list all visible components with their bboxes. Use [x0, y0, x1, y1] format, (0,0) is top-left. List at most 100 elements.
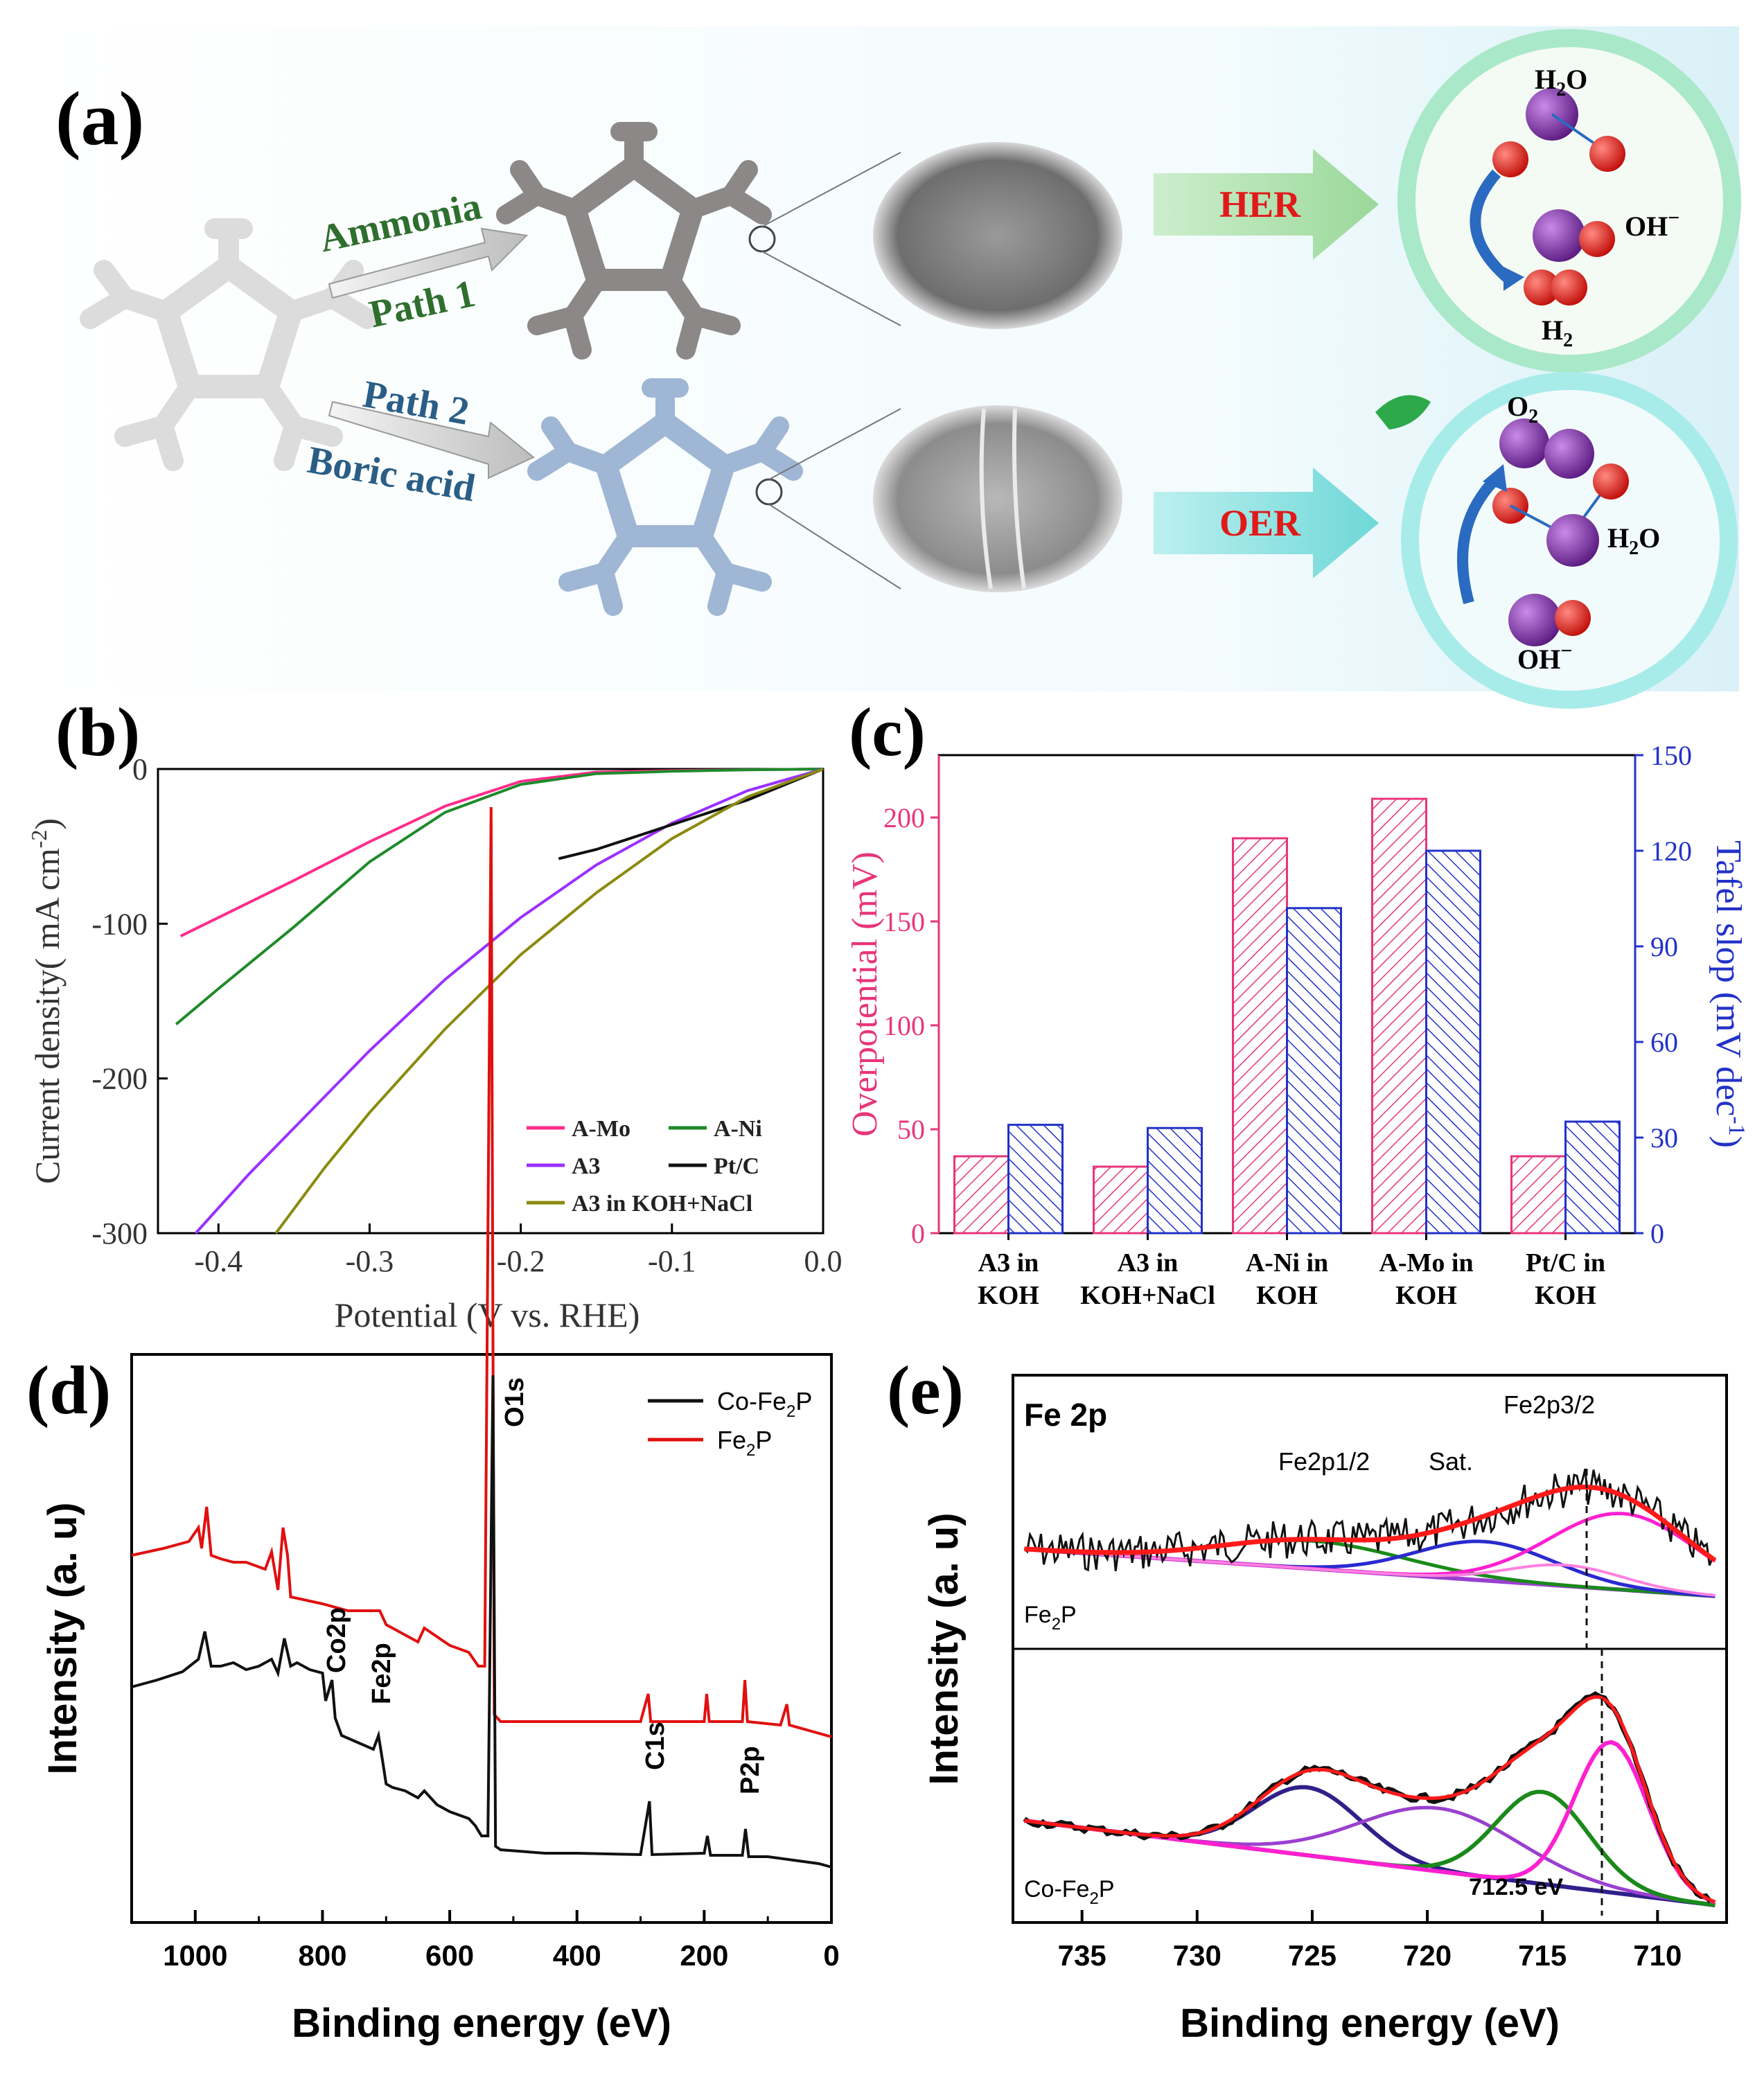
fe2p-survey-spectrum [131, 806, 832, 1738]
panel-b-plot-frame [157, 768, 824, 1235]
x-tick-label: 1000 [163, 1939, 227, 1972]
oer-molecules [1457, 418, 1629, 646]
legend-label: A-Mo [572, 1116, 630, 1142]
tafel-slope-bar [1425, 849, 1481, 1235]
panel-c-right-axis-label: Tafel slop (mV dec-1) [1709, 840, 1749, 1148]
x-tick-label: 735 [1058, 1939, 1106, 1972]
x-tick-label: 725 [1288, 1939, 1337, 1972]
panel-d-plot-frame [130, 1353, 833, 1924]
overpotential-bar [1371, 797, 1427, 1235]
panel-a: (a) Ammonia Path 1 Path 2 Boric acid [21, 26, 1741, 709]
raw-spectrum [1023, 1468, 1713, 1572]
initial-framework-icon [80, 218, 378, 471]
series-line-a3-in-koh-nacl [274, 768, 824, 1235]
panel-b-y-axis-label: Current density( mA cm-2) [26, 818, 67, 1184]
oer-arrow [1154, 468, 1379, 578]
fe2p1-2-annotation: Fe2p1/2 [1278, 1447, 1370, 1476]
left-tick-label: 200 [883, 802, 925, 833]
tafel-slope-bar [1564, 1120, 1621, 1235]
x-tick-label: 800 [298, 1939, 346, 1972]
panel-e-fe2p-spectrum [1023, 1468, 1717, 1598]
p2p-annotation: P2p [736, 1746, 765, 1794]
legend-label: A-Ni [714, 1116, 762, 1142]
overpotential-bar [1093, 1165, 1149, 1235]
right-tick-label: 150 [1650, 740, 1692, 771]
category-label: KOH [1395, 1281, 1457, 1310]
overpotential-bar [953, 1155, 1009, 1235]
panel-e: (e) 735 730 725 720 715 710 Fe 2p Fe2p3/2 Fe2… [887, 1352, 1728, 2046]
sem-image-boric [873, 405, 1122, 592]
path2-arrow [328, 400, 535, 479]
x-tick-label: -0.3 [346, 1244, 394, 1278]
shoulder-component [1024, 1548, 1716, 1597]
panel-b-ticks: -0.4 -0.3 -0.2 -0.1 0.0 0 -100 -200 -300 [91, 752, 842, 1278]
path1-arrow [328, 227, 529, 299]
category-label: A-Ni in [1246, 1248, 1328, 1278]
panel-d-legend: Co-Fe2P Fe2P [648, 1387, 812, 1460]
shoulder-component [1024, 1789, 1716, 1907]
legend-label: A3 [572, 1154, 601, 1179]
fit-envelope [1024, 1484, 1717, 1563]
x-tick-label: 0 [823, 1939, 839, 1972]
boric-framework-icon [527, 378, 803, 616]
series-line-pt-c [558, 768, 824, 860]
overpotential-bar [1510, 1155, 1567, 1235]
raw-spectrum [1023, 1691, 1713, 1904]
c1s-annotation: C1s [641, 1722, 670, 1770]
panel-e-ticks: 735 730 725 720 715 710 [1058, 1910, 1682, 1972]
left-tick-label: 150 [883, 906, 925, 937]
x-tick-label: -0.2 [497, 1244, 545, 1278]
panel-c: (c) A3 in KOH A3 in KOH+NaCl A-Ni in KOH A-Mo … [845, 693, 1749, 1310]
oer-o2-label: O2 [1507, 391, 1538, 427]
oer-h2o-label: H2O [1607, 522, 1660, 559]
x-tick-label: 0.0 [804, 1244, 843, 1278]
y-tick-label: -200 [91, 1062, 148, 1096]
legend-label: Pt/C [714, 1154, 759, 1179]
panel-b-label: (b) [55, 693, 140, 770]
leaf-icon [1375, 395, 1431, 430]
her-label: HER [1219, 184, 1301, 225]
panel-c-bars: A3 in KOH A3 in KOH+NaCl A-Ni in KOH A-Mo in KO… [953, 797, 1621, 1310]
sem-image-ammonia [873, 142, 1122, 329]
category-label: A-Mo in [1379, 1248, 1473, 1278]
panel-d-x-axis-label: Binding energy (eV) [292, 2001, 671, 2046]
left-tick-label: 0 [911, 1218, 925, 1249]
panel-c-ticks: 0 50 100 150 200 0 30 60 90 120 150 [883, 740, 1692, 1249]
fit-envelope [1024, 1695, 1716, 1904]
x-tick-label: 715 [1518, 1939, 1567, 1972]
x-tick-label: -0.4 [194, 1244, 242, 1278]
y-tick-label: -300 [91, 1217, 148, 1250]
fe2p1-2-component [1024, 1538, 1716, 1598]
panel-b: (b) -0.4 -0.3 -0.2 -0.1 0.00-100-200-300 Pot… [26, 693, 843, 1334]
panel-b-series [175, 768, 824, 1235]
overpotential-bar [1232, 837, 1288, 1235]
right-tick-label: 90 [1650, 931, 1678, 962]
lower-sample-label: Co-Fe2P [1024, 1876, 1115, 1908]
x-tick-label: 400 [553, 1939, 601, 1972]
her-h2o-label: H2O [1535, 64, 1587, 100]
legend-label: A3 in KOH+NaCl [572, 1191, 752, 1217]
oer-oh-label: OH− [1517, 639, 1572, 675]
her-molecules [1470, 88, 1625, 306]
panel-e-co-fe2p-spectrum [1023, 1691, 1716, 1907]
ammonia-framework-icon [496, 122, 772, 360]
series-line-a-ni [175, 768, 824, 1026]
category-label: KOH [978, 1281, 1039, 1310]
panel-d-ticks: 1000 800 600 400 200 0 [130, 1910, 840, 1972]
her-oh-label: OH− [1625, 206, 1679, 242]
series-line-a-mo [179, 768, 824, 937]
panel-d-label: (d) [26, 1352, 111, 1429]
her-h2-label: H2 [1542, 315, 1573, 351]
x-tick-label: 730 [1173, 1939, 1221, 1972]
category-label: KOH+NaCl [1080, 1281, 1215, 1310]
category-label: KOH [1256, 1281, 1318, 1310]
left-tick-label: 50 [897, 1114, 925, 1145]
panel-e-title: Fe 2p [1024, 1397, 1107, 1433]
right-tick-label: 30 [1650, 1122, 1678, 1154]
panel-e-label: (e) [887, 1352, 964, 1429]
binding-energy-712-5-annotation: 712.5 eV [1469, 1874, 1563, 1900]
panel-a-label: (a) [55, 76, 144, 161]
x-tick-label: 200 [680, 1939, 728, 1972]
y-tick-label: 0 [132, 752, 148, 786]
